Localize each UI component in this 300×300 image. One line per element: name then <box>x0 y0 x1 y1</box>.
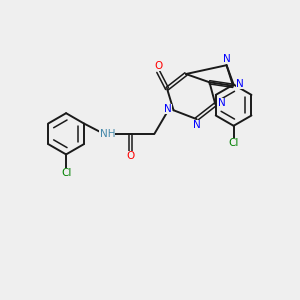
Text: N: N <box>218 98 226 108</box>
Text: NH: NH <box>100 129 115 139</box>
Text: Cl: Cl <box>61 168 71 178</box>
Text: N: N <box>223 54 231 64</box>
Text: N: N <box>236 79 243 89</box>
Text: O: O <box>127 151 135 161</box>
Text: O: O <box>154 61 162 71</box>
Text: N: N <box>164 104 172 114</box>
Text: Cl: Cl <box>228 139 239 148</box>
Text: N: N <box>193 120 200 130</box>
